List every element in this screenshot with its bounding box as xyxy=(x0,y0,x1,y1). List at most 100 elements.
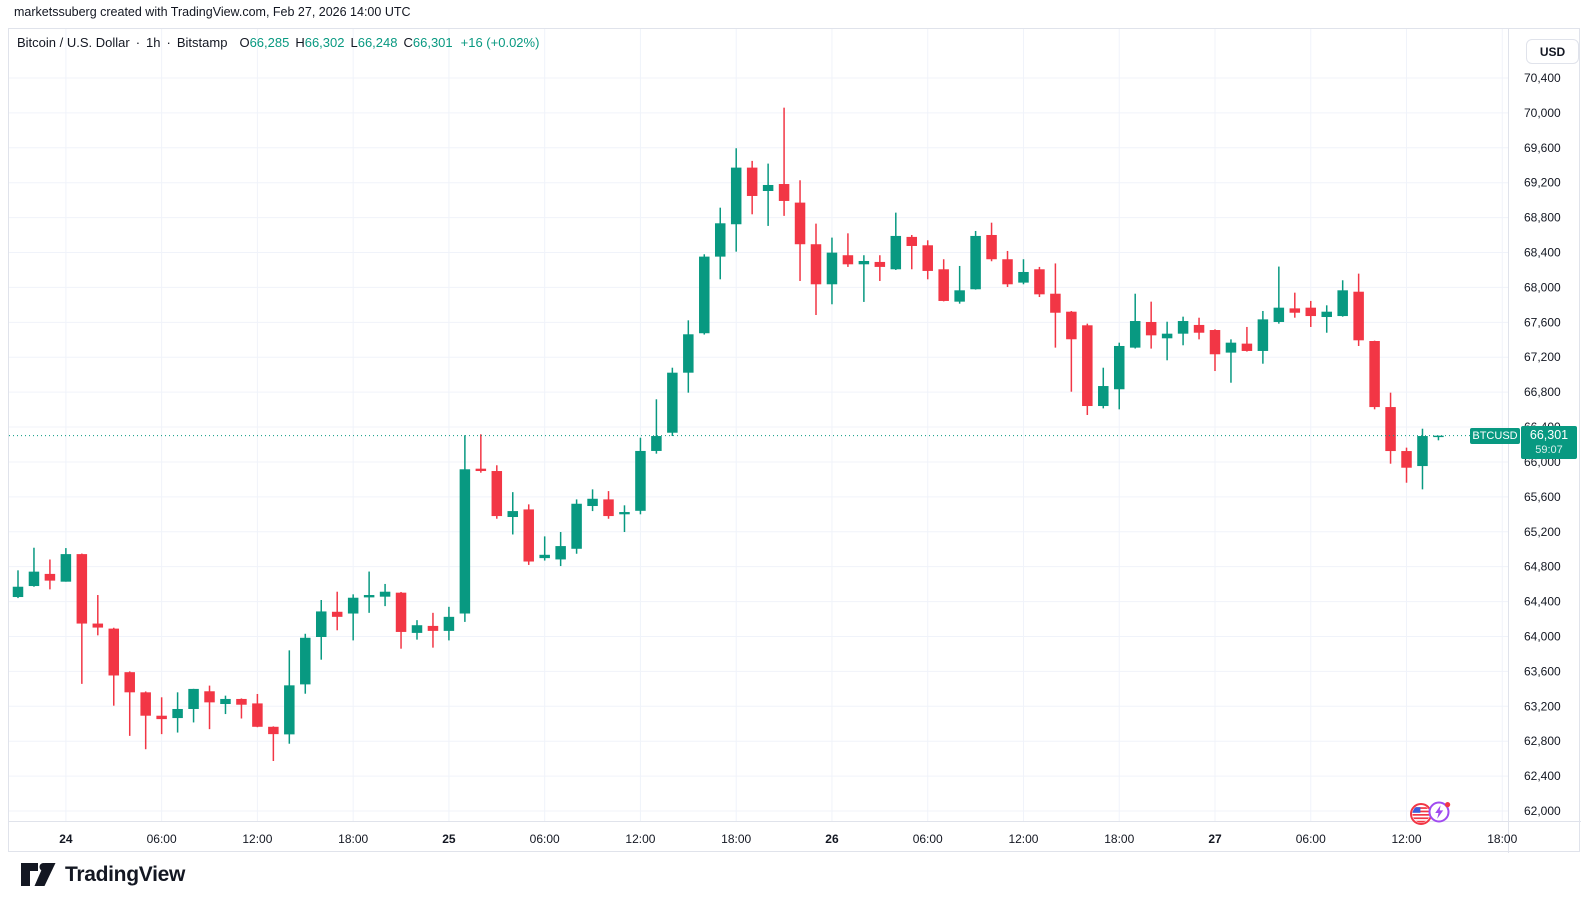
time-tick-label[interactable]: 12:00 xyxy=(242,832,272,846)
price-tick-label[interactable]: 63,600 xyxy=(1524,664,1561,678)
candle-body xyxy=(1321,311,1332,318)
price-tick-label[interactable]: 70,400 xyxy=(1524,71,1561,85)
price-tick-label[interactable]: 67,600 xyxy=(1524,315,1561,329)
candle-body xyxy=(204,691,215,703)
time-tick-label[interactable]: 26 xyxy=(825,832,839,846)
price-tick-label[interactable]: 63,200 xyxy=(1524,699,1561,713)
candle-body xyxy=(156,715,167,720)
candle-body xyxy=(1369,341,1380,408)
price-tick-label[interactable]: 68,800 xyxy=(1524,211,1561,225)
candle-body xyxy=(746,167,758,196)
candle-down xyxy=(1241,326,1253,352)
candle-up xyxy=(347,594,359,641)
symbol-info-line: Bitcoin / U.S. Dollar · 1h · Bitstamp O6… xyxy=(17,35,539,50)
candle-up xyxy=(1018,259,1029,285)
candle-down xyxy=(124,671,135,736)
time-tick-label[interactable]: 12:00 xyxy=(1392,832,1422,846)
tradingview-logo[interactable]: TradingView xyxy=(20,861,185,888)
candle-down xyxy=(1193,317,1205,340)
candle-body xyxy=(762,184,774,192)
candle-up xyxy=(683,320,694,393)
candle-body xyxy=(411,625,423,633)
candle-body xyxy=(826,252,838,285)
interval-label[interactable]: 1h xyxy=(146,35,161,50)
candle-down xyxy=(1082,323,1093,416)
symbol-name[interactable]: Bitcoin / U.S. Dollar xyxy=(17,35,130,50)
candle-body xyxy=(1417,436,1428,467)
price-tick-label[interactable]: 64,400 xyxy=(1524,595,1561,609)
time-tick-label[interactable]: 27 xyxy=(1208,832,1222,846)
candle-body xyxy=(699,256,710,334)
time-tick-label[interactable]: 24 xyxy=(59,832,73,846)
candle-body xyxy=(1018,271,1029,283)
candle-body xyxy=(491,471,503,517)
candle-body xyxy=(76,554,88,624)
time-tick-label[interactable]: 06:00 xyxy=(147,832,177,846)
currency-usd-button[interactable]: USD xyxy=(1526,39,1579,64)
btcusd-price-tag: BTCUSD xyxy=(1470,428,1520,444)
price-tick-label[interactable]: 68,000 xyxy=(1524,280,1561,294)
tradingview-logo-text: TradingView xyxy=(65,862,186,886)
candle-up xyxy=(1257,310,1269,364)
candle-body xyxy=(730,167,742,225)
candle-down xyxy=(746,160,758,215)
candle-wick xyxy=(911,234,913,270)
time-tick-label[interactable]: 18:00 xyxy=(338,832,368,846)
time-tick-label[interactable]: 18:00 xyxy=(1487,832,1517,846)
time-tick-label[interactable]: 06:00 xyxy=(530,832,560,846)
candle-wick xyxy=(543,536,546,561)
time-tick-label[interactable]: 06:00 xyxy=(913,832,943,846)
candle-down xyxy=(44,559,56,590)
candle-wick xyxy=(863,255,865,302)
candle-body xyxy=(1433,435,1444,438)
price-tick-label[interactable]: 67,200 xyxy=(1524,350,1561,364)
price-tick-label[interactable]: 66,800 xyxy=(1524,385,1561,399)
candle-body xyxy=(172,708,183,719)
candle-body xyxy=(794,202,806,245)
price-tick-label[interactable]: 64,000 xyxy=(1524,629,1561,643)
candle-wick xyxy=(1325,305,1328,333)
candle-up xyxy=(635,437,646,515)
candle-up xyxy=(1177,316,1189,346)
candlestick-chart[interactable]: 62,000 62,400 62,800 63,200 63,600 64,000 64,4… xyxy=(9,29,1581,853)
price-tick-label[interactable]: 65,200 xyxy=(1524,525,1561,539)
candle-up xyxy=(571,499,582,554)
candle-wick xyxy=(240,698,243,719)
price-tick-label[interactable]: 69,200 xyxy=(1524,176,1561,190)
price-tick-label[interactable]: 69,600 xyxy=(1524,141,1561,155)
candle-down xyxy=(1034,266,1045,298)
ohlc-value: 66,302 xyxy=(304,35,345,50)
time-tick-label[interactable]: 06:00 xyxy=(1296,832,1326,846)
candle-body xyxy=(331,611,343,617)
candle-up xyxy=(667,367,678,437)
price-tick-label[interactable]: 70,000 xyxy=(1524,106,1561,120)
time-tick-label[interactable]: 18:00 xyxy=(721,832,751,846)
candle-down xyxy=(268,726,279,761)
price-tick-label[interactable]: 62,800 xyxy=(1524,734,1561,748)
candle-body xyxy=(1225,342,1237,353)
time-tick-label[interactable]: 12:00 xyxy=(625,832,655,846)
candle-wick xyxy=(767,163,769,226)
price-tick-label[interactable]: 62,400 xyxy=(1524,769,1561,783)
candle-up xyxy=(555,532,566,567)
us-economic-event-icon[interactable] xyxy=(1409,802,1433,826)
last-price-label: 66,301 59:07 xyxy=(1521,426,1577,459)
candle-body xyxy=(842,255,854,265)
time-tick-label[interactable]: 12:00 xyxy=(1008,832,1038,846)
candle-body xyxy=(651,436,662,451)
price-tick-label[interactable]: 62,000 xyxy=(1524,804,1561,818)
candle-up xyxy=(1321,305,1332,333)
candle-down xyxy=(922,240,933,280)
bar-countdown: 59:07 xyxy=(1535,443,1563,456)
price-tick-label[interactable]: 64,800 xyxy=(1524,560,1561,574)
price-tick-label[interactable]: 68,400 xyxy=(1524,246,1561,260)
crypto-event-lightning-icon[interactable] xyxy=(1428,800,1452,824)
price-tick-label[interactable]: 65,600 xyxy=(1524,490,1561,504)
time-tick-label[interactable]: 25 xyxy=(442,832,456,846)
candle-down xyxy=(1145,301,1157,349)
candle-body xyxy=(507,511,519,518)
candle-up xyxy=(1337,280,1348,317)
ohlc-label: C xyxy=(403,35,413,50)
candle-body xyxy=(938,269,949,301)
time-tick-label[interactable]: 18:00 xyxy=(1104,832,1134,846)
